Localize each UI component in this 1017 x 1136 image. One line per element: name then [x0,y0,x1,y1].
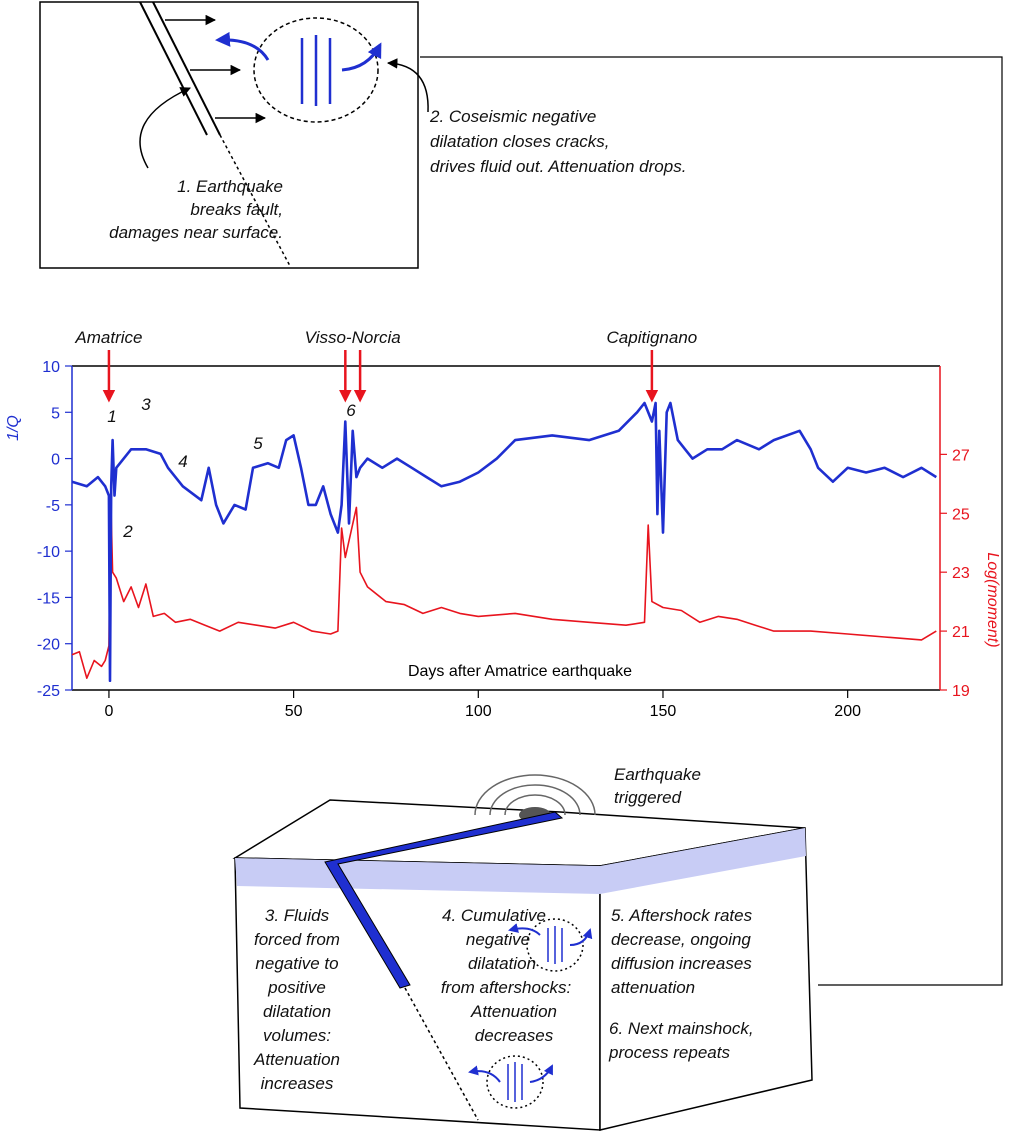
fault [139,1,208,136]
fluid-arrow [569,928,593,946]
y-tick-label: -25 [37,683,60,700]
y2-tick-label: 27 [952,447,970,464]
diagram-label: Earthquake [614,765,701,784]
x-axis-title: Days after Amatrice earthquake [408,663,632,680]
plot [71,365,941,691]
x-tick-label: 150 [650,703,677,720]
diagram-label: volumes: [263,1026,331,1045]
pointer [386,58,429,113]
annotation: 3 [141,395,151,414]
diagram-label: decreases [475,1026,554,1045]
y-tick-label: -20 [37,637,60,654]
fluid-arrow [215,31,270,61]
y2-tick-label: 23 [952,565,970,582]
diagram-label: negative to [255,954,338,973]
fluid-arrow [508,923,541,936]
event-label: Capitignano [607,328,698,347]
y-tick-label: -15 [37,590,60,607]
x-tick-label: 200 [834,703,861,720]
diagram-label: 3. Fluids [265,906,330,925]
y2-axis-title: Log(moment) [984,552,1001,647]
fault [324,811,564,989]
annotation: 2 [122,522,133,541]
diagram-label: 4. Cumulative [442,906,546,925]
connector [420,56,1003,986]
top-panel [39,1,429,269]
x-tick-label: 100 [465,703,492,720]
event-label: Amatrice [74,328,142,347]
diagram-label: drives fluid out. Attenuation drops. [430,157,686,176]
damage-band [600,828,806,894]
annotation: 1 [107,407,116,426]
annotation: 4 [178,452,187,471]
diagram-label: forced from [254,930,340,949]
crack-zone [253,17,379,123]
crack-zone [486,1055,544,1109]
y2-tick-label: 21 [952,624,970,641]
pointer [139,87,191,169]
fluid-arrow [341,42,382,72]
annotation: 6 [346,401,356,420]
fault-buried [404,987,479,1121]
diagram-label: 5. Aftershock rates [611,906,753,925]
diagram-label: 1. Earthquake [177,177,283,196]
diagram-label: triggered [614,788,682,807]
fluid-arrow [468,1065,501,1083]
seismic-waves [474,774,596,816]
y2-tick-label: 25 [952,506,970,523]
diagram-label: breaks fault, [190,200,283,219]
y-tick-label: -5 [46,498,60,515]
y-tick-label: 10 [42,359,60,376]
diagram-label: process repeats [608,1043,730,1062]
fault [152,1,221,136]
diagram-label: positive [267,978,326,997]
cracks [547,926,563,964]
y-tick-label: -10 [37,544,60,561]
x-tick-label: 50 [285,703,303,720]
fluid-arrow [529,1064,553,1083]
cracks [300,35,332,106]
diagram-label: from aftershocks: [441,978,572,997]
event-label: Visso-Norcia [305,328,401,347]
y-tick-label: 5 [51,405,60,422]
series-line [71,497,937,679]
damage-band [235,858,600,894]
fault-buried [219,134,291,267]
annotation: 5 [253,434,263,453]
crack-zone [526,918,584,972]
y-axis-title: 1/Q [5,415,22,441]
bottom-panel [232,774,813,1131]
diagram-label: diffusion increases [611,954,752,973]
diagram-label: increases [261,1074,334,1093]
diagram-label: dilatation closes cracks, [430,132,610,151]
y-tick-label: 0 [51,452,60,469]
diagram-label: attenuation [611,978,695,997]
series-line [71,401,937,682]
diagram-label: dilatation [468,954,536,973]
diagram-label: damages near surface. [109,223,283,242]
diagram-label: 2. Coseismic negative [429,107,596,126]
diagram-label: dilatation [263,1002,331,1021]
y2-tick-label: 19 [952,683,970,700]
diagram-label: Attenuation [253,1050,340,1069]
diagram-label: negative [466,930,530,949]
cracks [507,1062,523,1102]
diagram-label: decrease, ongoing [611,930,751,949]
x-tick-label: 0 [104,703,113,720]
diagram-label: Attenuation [470,1002,557,1021]
diagram-label: 6. Next mainshock, [609,1019,754,1038]
